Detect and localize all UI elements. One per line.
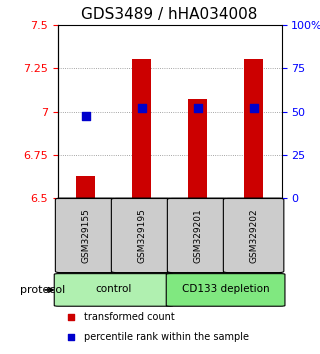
Point bbox=[139, 105, 144, 111]
Title: GDS3489 / hHA034008: GDS3489 / hHA034008 bbox=[81, 7, 258, 22]
FancyBboxPatch shape bbox=[54, 274, 173, 306]
Text: control: control bbox=[95, 284, 132, 294]
Text: GSM329202: GSM329202 bbox=[249, 208, 258, 263]
FancyBboxPatch shape bbox=[223, 198, 284, 273]
Text: transformed count: transformed count bbox=[84, 312, 175, 322]
FancyBboxPatch shape bbox=[167, 198, 228, 273]
FancyBboxPatch shape bbox=[166, 274, 285, 306]
Text: GSM329155: GSM329155 bbox=[81, 208, 90, 263]
Point bbox=[289, 54, 294, 59]
Text: percentile rank within the sample: percentile rank within the sample bbox=[84, 332, 250, 342]
Point bbox=[251, 105, 256, 111]
Point bbox=[289, 234, 294, 240]
Point bbox=[83, 113, 88, 119]
Text: protocol: protocol bbox=[20, 285, 65, 295]
Bar bbox=[76, 176, 95, 198]
Point bbox=[195, 105, 200, 111]
Text: GSM329195: GSM329195 bbox=[137, 208, 146, 263]
FancyBboxPatch shape bbox=[55, 198, 116, 273]
Bar bbox=[188, 99, 207, 198]
Bar bbox=[244, 59, 263, 198]
Bar bbox=[132, 59, 151, 198]
Text: CD133 depletion: CD133 depletion bbox=[182, 284, 269, 294]
FancyBboxPatch shape bbox=[111, 198, 172, 273]
Text: GSM329201: GSM329201 bbox=[193, 208, 202, 263]
